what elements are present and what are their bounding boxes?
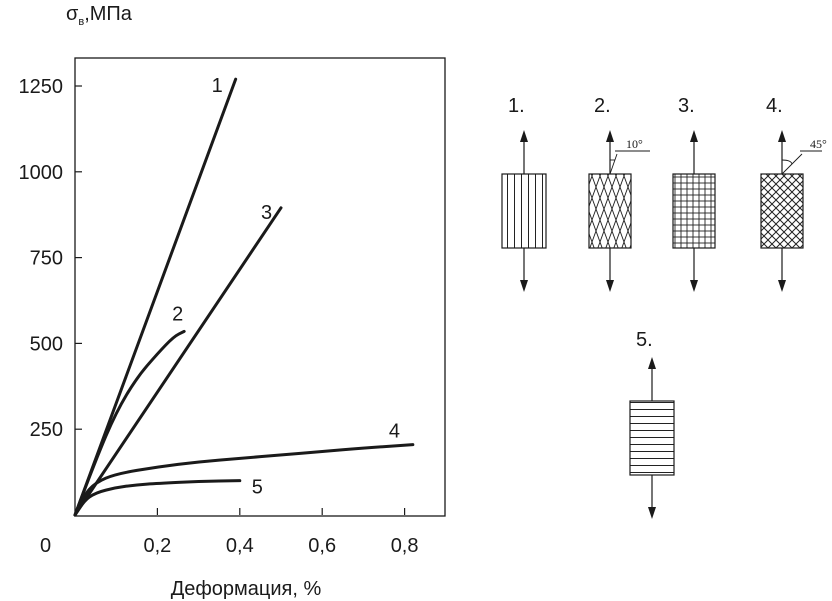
scheme-1: 1. [501,95,547,292]
y-axis-ticks: 250 500 750 1000 1250 [19,76,82,441]
series-group: 1 3 2 4 5 [73,75,415,517]
series-line-2 [73,329,186,517]
scheme-label: 1. [508,95,525,117]
y-tick-label: 500 [30,333,63,355]
arrow-up-head [520,130,528,142]
x-axis-ticks: 0,2 0,4 0,6 0,8 [143,508,419,557]
series-label-2: 2 [172,303,183,325]
arrow-up-head [648,357,656,369]
x-tick-label: 0,6 [308,535,336,557]
angle-label: 10° [626,137,643,151]
specimen-horizontal [629,400,675,476]
y-tick-label: 1000 [19,162,64,184]
angle-arc [781,159,793,165]
series-line-3 [73,206,283,517]
arrow-down-head [520,280,528,292]
series-label-3: 3 [261,202,272,224]
arrow-up-head [778,130,786,142]
y-tick-label: 750 [30,248,63,270]
arrow-down-head [690,280,698,292]
arrow-up-head [690,130,698,142]
angle-label: 45° [810,137,827,151]
scheme-2: 2. 10° [588,95,650,292]
scheme-5: 5. [629,329,675,519]
specimen-cross-45 [760,173,804,249]
arrow-down-head [606,280,614,292]
arrow-down-head [648,507,656,519]
specimen-diamond-narrow [588,173,632,249]
specimen-vertical [501,173,547,249]
series-label-1: 1 [212,75,223,97]
y-tick-label: 1250 [19,76,64,98]
series-line-4 [73,443,415,517]
arrow-up-head [606,130,614,142]
origin-label: 0 [40,535,51,557]
scheme-label: 2. [594,95,611,117]
scheme-label: 5. [636,329,653,351]
plot-frame [74,57,446,517]
specimen-schemes: 1. 2. 10° 3. 4. 45° 5. [501,95,827,519]
y-tick-label: 250 [30,419,63,441]
x-tick-label: 0,2 [143,535,171,557]
scheme-4: 4. 45° [760,95,827,292]
scheme-label: 3. [678,95,695,117]
angle-line [609,153,618,175]
specimen-grid [672,173,716,249]
series-label-5: 5 [252,477,263,499]
y-axis-title: σв,МПа [66,3,133,28]
x-axis-title: Деформация, % [171,578,322,600]
arrow-down-head [778,280,786,292]
x-tick-label: 0,8 [391,535,419,557]
scheme-label: 4. [766,95,783,117]
series-label-4: 4 [389,421,400,443]
series-line-5 [73,479,242,517]
scheme-3: 3. [672,95,716,292]
x-tick-label: 0,4 [226,535,254,557]
